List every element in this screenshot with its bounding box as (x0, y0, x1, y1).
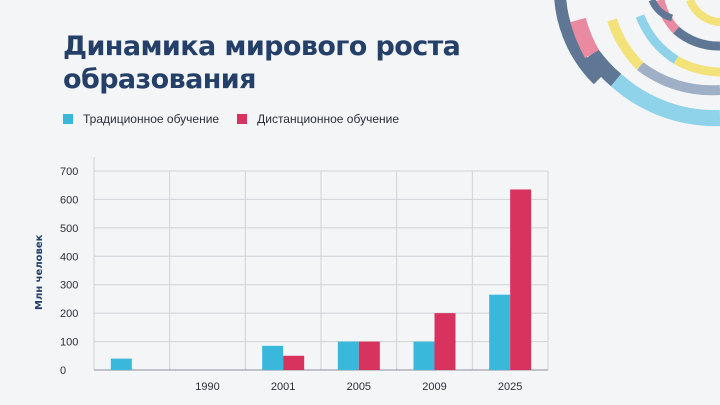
legend-item-traditional: Традиционное обучение (63, 112, 219, 126)
slide-title-line-2: образования (63, 64, 256, 95)
bar-traditional (489, 294, 511, 370)
bar-traditional (262, 345, 284, 370)
chart-legend: Традиционное обучение Дистанционное обуч… (63, 112, 399, 126)
y-tick-label: 600 (60, 194, 78, 206)
bar-traditional (337, 341, 359, 370)
legend-label-traditional: Традиционное обучение (83, 112, 220, 126)
bar-distance (283, 355, 305, 370)
legend-label-distance: Дистанционное обучение (257, 112, 399, 126)
y-tick-label: 0 (60, 365, 66, 377)
bar-traditional (413, 341, 435, 370)
slide-title: Динамика мирового роста образования (63, 30, 461, 96)
bar-distance (434, 313, 456, 370)
legend-swatch-traditional (63, 114, 73, 124)
bar-distance (510, 189, 532, 370)
x-tick-label: 2009 (422, 381, 446, 393)
bar-distance (358, 341, 380, 370)
legend-swatch-distance (237, 114, 248, 124)
y-tick-label: 400 (60, 251, 78, 263)
x-tick-label: 2025 (498, 381, 522, 393)
y-tick-label: 700 (60, 166, 78, 178)
y-tick-label: 100 (60, 337, 78, 349)
x-tick-label: 2005 (347, 381, 371, 393)
legend-item-distance: Дистанционное обучение (237, 112, 399, 126)
y-tick-label: 500 (60, 223, 78, 235)
y-tick-label: 300 (60, 280, 78, 292)
x-tick-label: 1990 (195, 381, 219, 393)
bar-traditional (110, 358, 132, 370)
slide-title-line-1: Динамика мирового роста (63, 31, 461, 62)
x-tick-label: 2001 (271, 381, 295, 393)
y-tick-label: 200 (60, 308, 78, 320)
